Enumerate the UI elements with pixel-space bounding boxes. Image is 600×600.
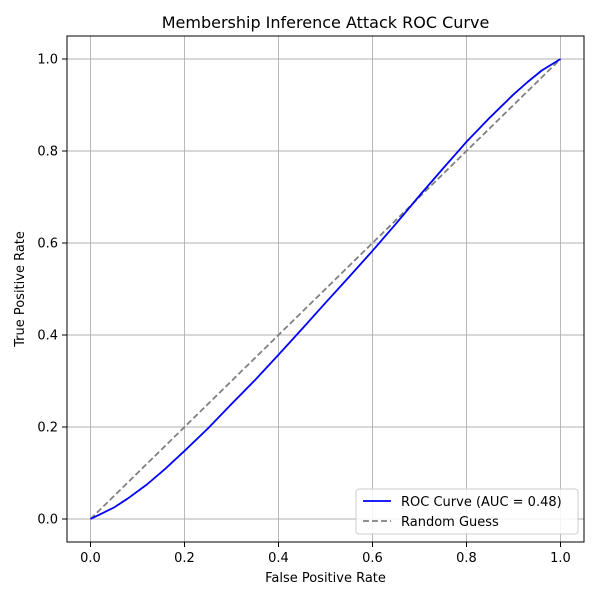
roc-curve-line <box>90 58 561 520</box>
legend: ROC Curve (AUC = 0.48) Random Guess <box>355 488 579 535</box>
x-tick-label: 0.4 <box>268 551 289 566</box>
y-tick-label: 1.0 <box>37 53 58 68</box>
y-tick-label: 0.4 <box>37 329 58 344</box>
legend-label-random: Random Guess <box>401 515 499 530</box>
y-tick-label: 0.2 <box>37 421 58 436</box>
x-tick-label: 0.0 <box>80 551 101 566</box>
y-tick-label: 0.8 <box>37 145 58 160</box>
chart-title: Membership Inference Attack ROC Curve <box>162 13 490 32</box>
x-tick-label: 0.8 <box>456 551 477 566</box>
legend-box <box>355 488 579 535</box>
x-tick-label: 0.2 <box>174 551 195 566</box>
y-tick-label: 0.0 <box>37 513 58 528</box>
x-tick-label: 0.6 <box>362 551 383 566</box>
y-axis-label: True Positive Rate <box>13 231 28 348</box>
y-tick-label: 0.6 <box>37 237 58 252</box>
random-guess-line <box>89 58 562 520</box>
grid <box>67 36 584 542</box>
ticks: 0.0 0.2 0.4 0.6 0.8 1.0 0.0 0.2 0.4 0.6 0.8 1.0 <box>37 53 571 567</box>
x-axis-label: False Positive Rate <box>265 571 386 586</box>
x-tick-label: 1.0 <box>550 551 571 566</box>
legend-label-roc: ROC Curve (AUC = 0.48) <box>401 495 562 510</box>
series-layer <box>89 58 562 520</box>
plot-frame <box>66 35 585 543</box>
